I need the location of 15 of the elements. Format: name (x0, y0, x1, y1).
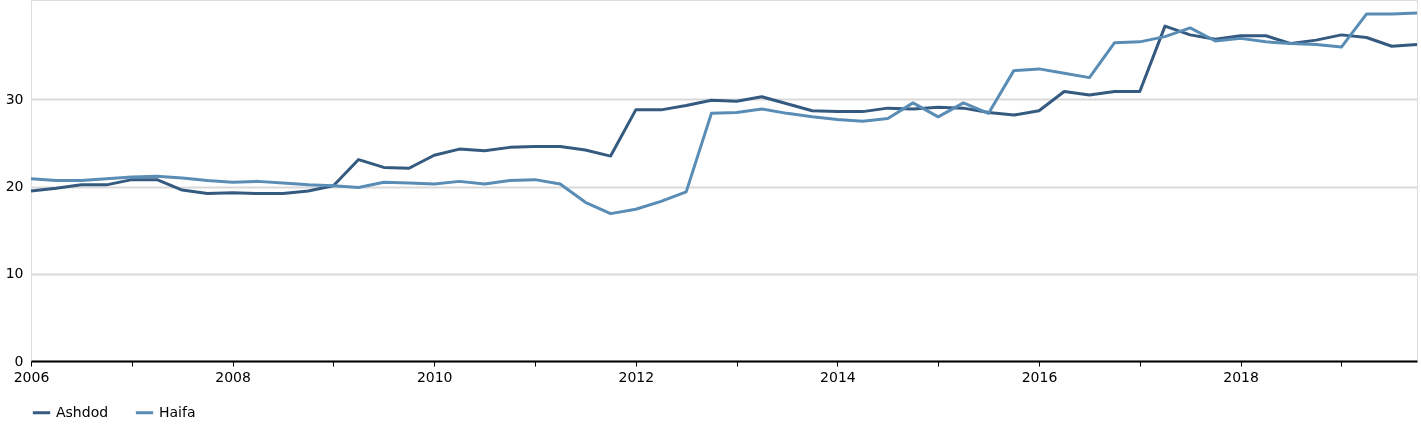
x-tick-label: 2018 (1223, 368, 1259, 385)
legend-label: Ashdod (56, 403, 109, 420)
x-tick-label: 2008 (215, 368, 251, 385)
x-tick-label: 2016 (1021, 368, 1058, 385)
y-tick-label: 20 (5, 178, 24, 195)
y-tick-label: 10 (5, 265, 24, 282)
x-tick-label: 2010 (416, 368, 453, 385)
y-tick-label: 0 (14, 352, 24, 369)
line-series (29, 11, 1419, 216)
x-tick-label: 2006 (13, 368, 50, 385)
x-tick-label: 2014 (820, 368, 856, 385)
x-tick-label: 2012 (618, 368, 655, 385)
y-tick-label: 30 (5, 90, 24, 107)
line-series (29, 24, 1419, 196)
legend-label: Haifa (159, 403, 196, 420)
